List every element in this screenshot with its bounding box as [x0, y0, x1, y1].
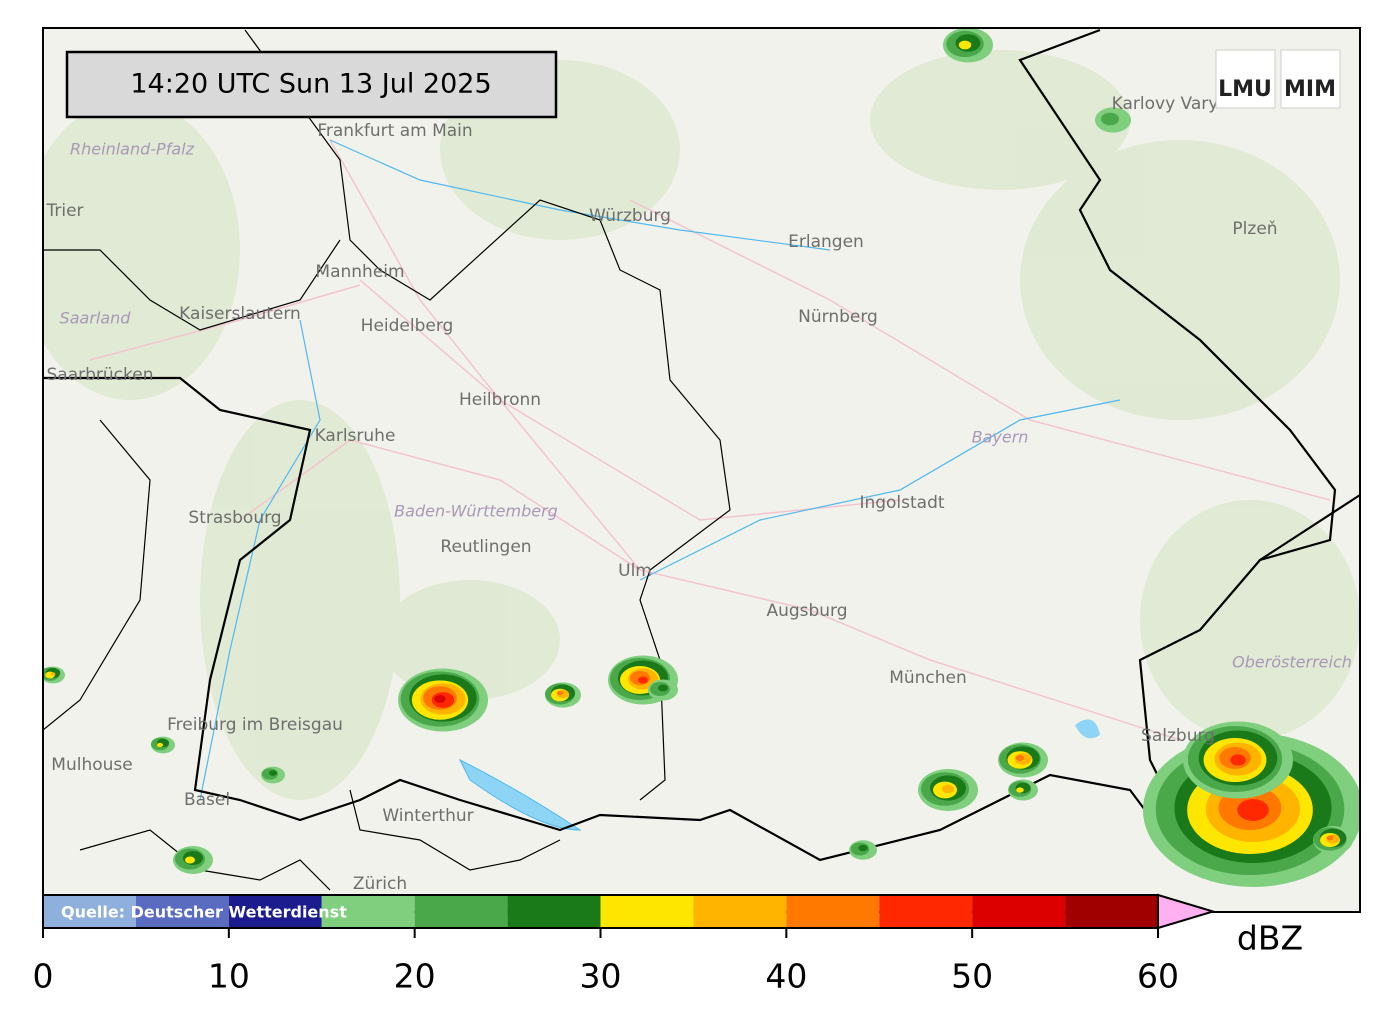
city-label: Karlovy Vary [1112, 94, 1219, 114]
echo [858, 844, 868, 852]
colorbar-tick-label: 40 [765, 957, 807, 996]
city-label: Nürnberg [798, 307, 878, 327]
city-label: Zürich [353, 874, 407, 894]
echo [557, 690, 563, 696]
timestamp: 14:20 UTC Sun 13 Jul 2025 [130, 69, 491, 100]
city-label: Basel [184, 790, 230, 810]
source-credit: Quelle: Deutscher Wetterdienst [61, 903, 347, 922]
city-label: Augsburg [766, 601, 847, 621]
timestamp-box [65, 50, 558, 119]
colorbar-segment [1065, 895, 1158, 928]
city-label: Ulm [618, 561, 652, 581]
colorbar-segment [321, 895, 415, 928]
echo [1326, 835, 1334, 841]
city-label: Mulhouse [51, 755, 132, 775]
echo [1016, 787, 1024, 793]
city-label: Frankfurt am Main [317, 121, 472, 141]
region-label: Bayern [972, 428, 1029, 447]
city-label: Reutlingen [440, 537, 531, 557]
colorbar-unit: dBZ [1237, 919, 1303, 958]
echo [185, 856, 195, 864]
colorbar-segment [43, 895, 136, 928]
city-label: Kaiserslautern [179, 304, 301, 324]
city-label: Ingolstadt [859, 493, 944, 513]
city-label: Salzburg [1141, 726, 1215, 746]
echo [269, 770, 277, 776]
city-label: Mannheim [315, 262, 404, 282]
city-label: Strasbourg [188, 508, 281, 528]
logo-box [1215, 49, 1276, 109]
echo [1230, 754, 1246, 766]
echo [658, 684, 668, 692]
city-label: Trier [45, 201, 83, 221]
basemap [43, 28, 1360, 912]
colorbar-tick-label: 50 [951, 957, 993, 996]
colorbar-segment [879, 895, 973, 928]
city-label: Winterthur [382, 806, 473, 826]
region-label: Rheinland-Pfalz [70, 140, 195, 159]
city-label: Erlangen [788, 232, 864, 252]
colorbar-tick-label: 10 [208, 957, 250, 996]
echo [638, 676, 648, 684]
logo-text: LMU [1218, 77, 1272, 102]
colorbar-tick-label: 20 [394, 957, 436, 996]
colorbar-segment [135, 895, 229, 928]
colorbar: 0 10 20 30 40 50 60 [33, 893, 1217, 996]
place-labels: Frankfurt am Main Würzburg Erlangen Nürnber… [45, 94, 1351, 894]
echo [1015, 755, 1025, 761]
colorbar-segment [414, 895, 508, 928]
colorbar-tick-label: 0 [33, 957, 54, 996]
colorbar-tick-label: 60 [1137, 957, 1179, 996]
echo [157, 742, 163, 748]
city-label: Heidelberg [361, 316, 454, 336]
echo [1101, 112, 1119, 126]
logos: LMU MIM [1215, 49, 1341, 109]
echo [50, 672, 56, 676]
colorbar-segment [228, 895, 322, 928]
city-label: Karlsruhe [315, 426, 396, 446]
colorbar-segment [693, 895, 787, 928]
echo [958, 40, 972, 50]
city-label: München [889, 668, 967, 688]
colorbar-segment [972, 895, 1066, 928]
colorbar-segment [600, 895, 694, 928]
echo [434, 695, 446, 703]
logo-text: MIM [1284, 77, 1336, 102]
echo [1237, 799, 1269, 821]
logo-box [1280, 49, 1341, 109]
colorbar-segment [507, 895, 601, 928]
city-label: Heilbronn [459, 390, 541, 410]
city-label: Plzeň [1232, 219, 1277, 239]
radar-echoes [43, 28, 1360, 887]
region-label: Saarland [60, 309, 132, 328]
city-label: Würzburg [589, 206, 671, 226]
region-label: Oberösterreich [1232, 653, 1352, 672]
city-label: Saarbrücken [47, 365, 154, 385]
echo [942, 784, 954, 794]
colorbar-tick-label: 30 [580, 957, 622, 996]
colorbar-segment [786, 895, 880, 928]
city-label: Freiburg im Breisgau [167, 715, 343, 735]
region-label: Baden-Württemberg [394, 502, 558, 521]
